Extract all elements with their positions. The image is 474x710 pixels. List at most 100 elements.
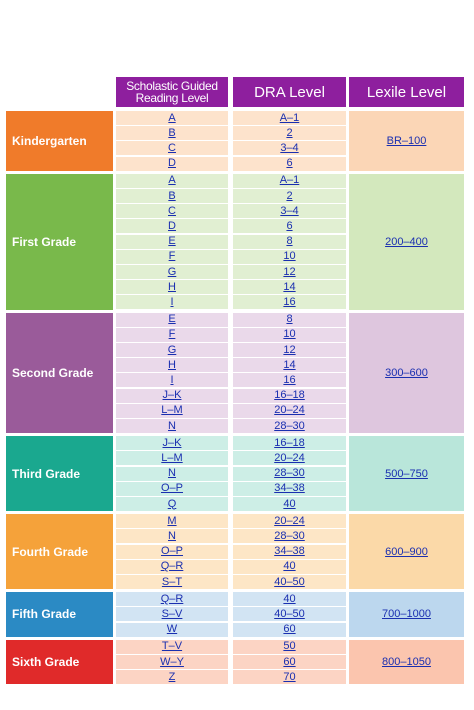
lexile-range[interactable]: 500–750 (349, 436, 464, 512)
dra-level-link[interactable]: 34–38 (274, 545, 305, 558)
dra-level-link[interactable]: 6 (286, 157, 293, 170)
guided-level-cell[interactable]: B (116, 126, 228, 141)
guided-level-cell[interactable]: C (116, 141, 228, 156)
guided-level-cell[interactable]: C (116, 204, 228, 219)
lexile-link[interactable]: 800–1050 (382, 656, 431, 669)
dra-level-link[interactable]: 10 (283, 328, 296, 341)
guided-level-link[interactable]: W (166, 623, 178, 636)
guided-level-cell[interactable]: Q (116, 497, 228, 511)
dra-level-link[interactable]: 40 (283, 592, 296, 605)
dra-level-link[interactable]: 20–24 (274, 451, 305, 464)
dra-level-cell[interactable]: 40–50 (233, 575, 346, 589)
dra-level-cell[interactable]: 16–18 (233, 436, 346, 451)
guided-level-link[interactable]: D (168, 219, 176, 232)
guided-level-cell[interactable]: J–K (116, 388, 228, 403)
dra-level-link[interactable]: 2 (286, 126, 293, 139)
dra-level-cell[interactable]: 10 (233, 249, 346, 264)
guided-level-link[interactable]: H (168, 358, 176, 371)
guided-level-cell[interactable]: F (116, 327, 228, 342)
dra-level-cell[interactable]: 34–38 (233, 481, 346, 496)
guided-level-cell[interactable]: A (116, 173, 228, 188)
lexile-link[interactable]: 300–600 (385, 366, 428, 379)
lexile-link[interactable]: 700–1000 (382, 608, 431, 621)
dra-level-link[interactable]: 8 (286, 235, 293, 248)
lexile-link[interactable]: 500–750 (385, 467, 428, 480)
dra-level-cell[interactable]: 14 (233, 358, 346, 373)
dra-level-cell[interactable]: 2 (233, 126, 346, 141)
dra-level-cell[interactable]: 2 (233, 189, 346, 203)
lexile-range[interactable]: 700–1000 (349, 592, 464, 637)
guided-level-link[interactable]: J–K (162, 389, 182, 402)
lexile-link[interactable]: 600–900 (385, 545, 428, 558)
dra-level-link[interactable]: 14 (283, 280, 296, 293)
dra-level-cell[interactable]: 6 (233, 156, 346, 171)
dra-level-cell[interactable]: 70 (233, 670, 346, 685)
guided-level-cell[interactable]: W (116, 622, 228, 637)
guided-level-link[interactable]: N (168, 467, 176, 480)
dra-level-cell[interactable]: 16–18 (233, 388, 346, 403)
dra-level-cell[interactable]: 40 (233, 592, 346, 607)
lexile-range[interactable]: BR–100 (349, 111, 464, 171)
guided-level-cell[interactable]: G (116, 343, 228, 357)
dra-level-link[interactable]: A–1 (279, 111, 300, 124)
guided-level-link[interactable]: B (168, 189, 176, 202)
dra-level-cell[interactable]: 28–30 (233, 529, 346, 544)
dra-level-cell[interactable]: 12 (233, 343, 346, 357)
guided-level-cell[interactable]: W–Y (116, 655, 228, 669)
guided-level-link[interactable]: Q–R (160, 592, 184, 605)
guided-level-cell[interactable]: S–V (116, 607, 228, 622)
dra-level-cell[interactable]: 16 (233, 373, 346, 388)
guided-level-link[interactable]: T–V (161, 640, 183, 653)
guided-level-link[interactable]: B (168, 126, 176, 139)
guided-level-link[interactable]: Z (168, 670, 176, 683)
dra-level-cell[interactable]: 8 (233, 234, 346, 249)
dra-level-link[interactable]: 16 (283, 295, 296, 308)
dra-level-link[interactable]: 2 (286, 189, 293, 202)
guided-level-link[interactable]: S–T (161, 575, 183, 588)
dra-level-link[interactable]: 70 (283, 670, 296, 683)
guided-level-cell[interactable]: M (116, 514, 228, 529)
guided-level-cell[interactable]: A (116, 111, 228, 125)
dra-level-link[interactable]: 20–24 (274, 514, 305, 527)
lexile-range[interactable]: 600–900 (349, 514, 464, 590)
dra-level-cell[interactable]: 3–4 (233, 141, 346, 156)
guided-level-cell[interactable]: E (116, 234, 228, 249)
dra-level-link[interactable]: 3–4 (280, 141, 299, 154)
guided-level-cell[interactable]: B (116, 189, 228, 203)
dra-level-link[interactable]: 16 (283, 373, 296, 386)
dra-level-link[interactable]: 16–18 (274, 436, 305, 449)
guided-level-cell[interactable]: E (116, 312, 228, 327)
guided-level-link[interactable]: Q–R (160, 560, 184, 573)
guided-level-link[interactable]: A (168, 111, 176, 124)
lexile-range[interactable]: 200–400 (349, 173, 464, 310)
dra-level-link[interactable]: 40–50 (274, 575, 305, 588)
dra-level-cell[interactable]: 16 (233, 295, 346, 310)
dra-level-cell[interactable]: 10 (233, 327, 346, 342)
dra-level-link[interactable]: 28–30 (274, 529, 305, 542)
guided-level-cell[interactable]: G (116, 265, 228, 279)
guided-level-cell[interactable]: N (116, 529, 228, 544)
dra-level-cell[interactable]: 28–30 (233, 419, 346, 433)
guided-level-cell[interactable]: I (116, 295, 228, 310)
dra-level-link[interactable]: 10 (283, 250, 296, 263)
dra-level-link[interactable]: 14 (283, 358, 296, 371)
dra-level-cell[interactable]: 40 (233, 559, 346, 574)
dra-level-cell[interactable]: 40 (233, 497, 346, 511)
guided-level-link[interactable]: N (168, 419, 176, 432)
guided-level-cell[interactable]: H (116, 358, 228, 373)
dra-level-cell[interactable]: 6 (233, 219, 346, 234)
guided-level-link[interactable]: S–V (161, 607, 183, 620)
dra-level-link[interactable]: 50 (283, 640, 296, 653)
dra-level-link[interactable]: A–1 (279, 174, 300, 187)
guided-level-cell[interactable]: L–M (116, 403, 228, 418)
guided-level-cell[interactable]: Q–R (116, 592, 228, 607)
dra-level-link[interactable]: 60 (283, 623, 296, 636)
guided-level-cell[interactable]: N (116, 466, 228, 481)
guided-level-cell[interactable]: Z (116, 670, 228, 685)
guided-level-cell[interactable]: O–P (116, 544, 228, 559)
guided-level-cell[interactable]: I (116, 373, 228, 388)
guided-level-link[interactable]: W–Y (160, 655, 184, 668)
dra-level-link[interactable]: 12 (283, 343, 296, 356)
guided-level-link[interactable]: O–P (160, 545, 183, 558)
guided-level-cell[interactable]: L–M (116, 451, 228, 466)
